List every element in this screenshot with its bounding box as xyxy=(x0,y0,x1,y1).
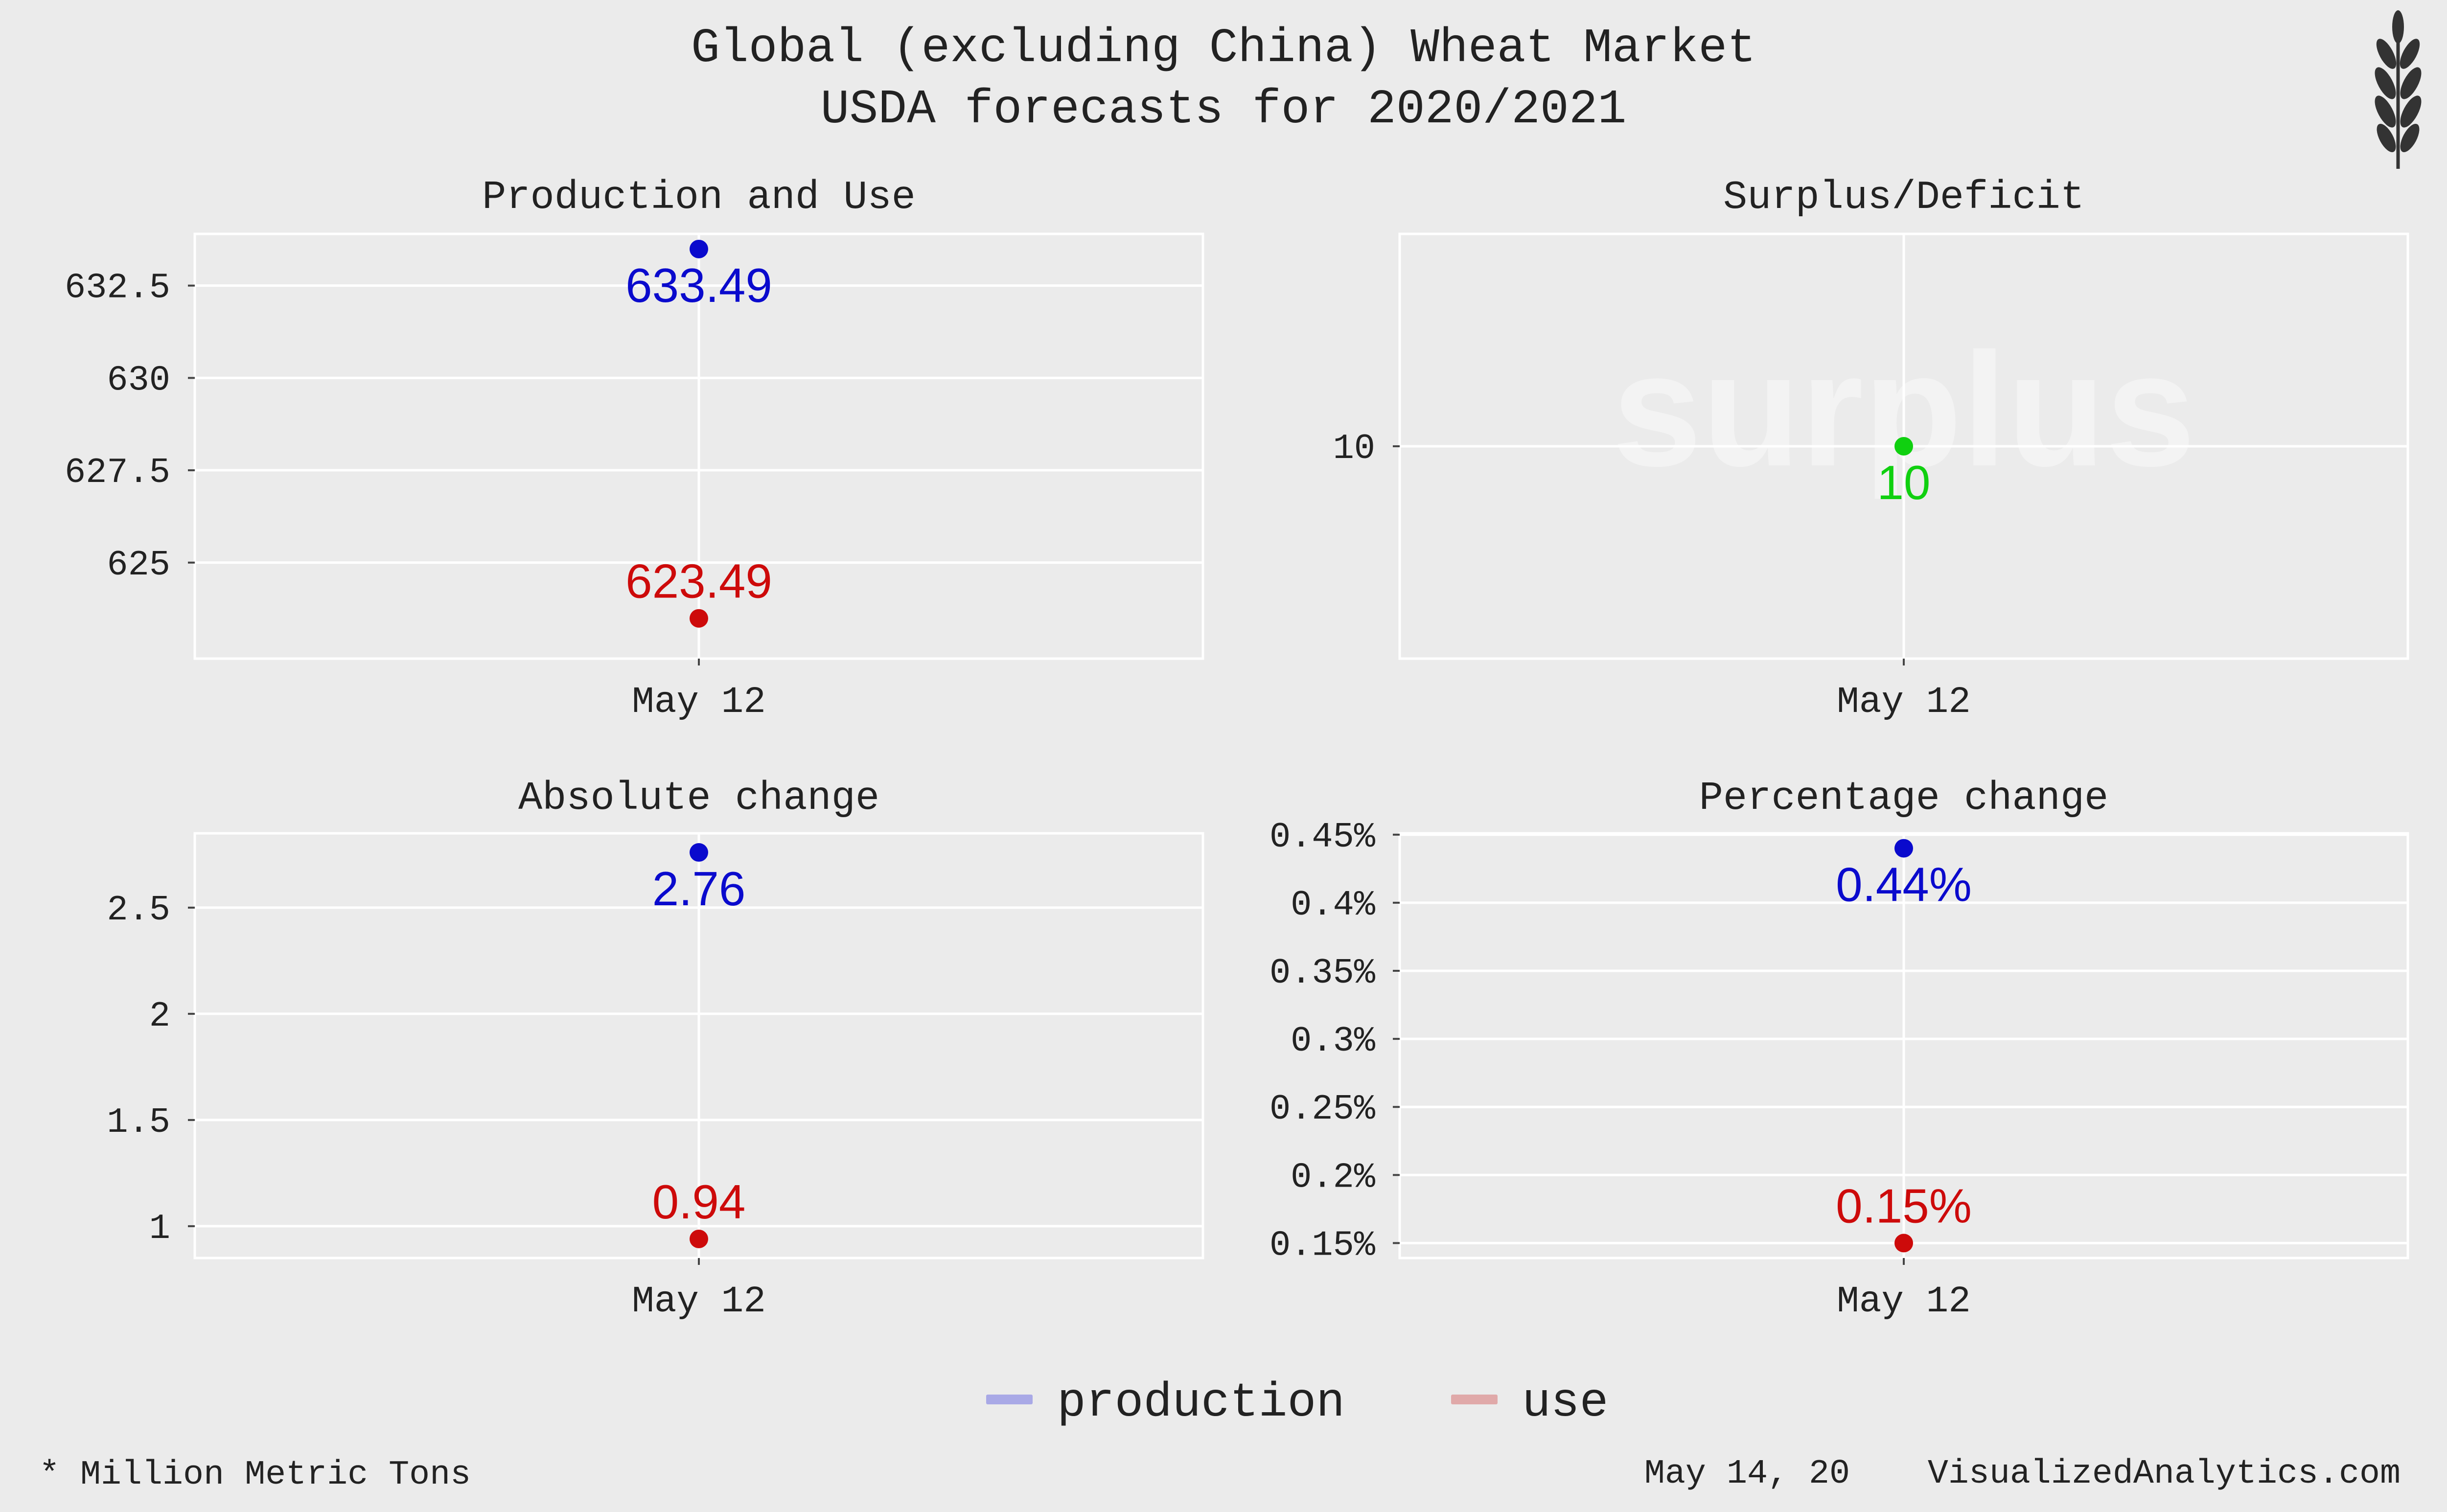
y-tick-label: 630 xyxy=(107,360,170,400)
y-tick-label: 0.4% xyxy=(1291,885,1376,925)
x-tick-label: May 12 xyxy=(632,1281,766,1323)
y-tick-label: 10 xyxy=(1333,429,1375,469)
panel-4: 0.15% 0.2% 0.25% 0.3% 0.35% 0.4% 0.45% Percenta… xyxy=(1270,776,2409,1323)
data-label-surplus: 10 xyxy=(1877,456,1930,509)
panels: 625 627.5 630 632.5 Production and Use May 12… xyxy=(65,175,2409,1323)
x-tick-label: May 12 xyxy=(1837,681,1971,723)
data-point-production xyxy=(690,239,708,258)
y-tick-label: 0.3% xyxy=(1291,1021,1376,1061)
y-tick-label: 1 xyxy=(149,1209,170,1249)
footnote-site: VisualizedAnalytics.com xyxy=(1928,1455,2401,1493)
x-tick-label: May 12 xyxy=(1837,1281,1971,1323)
panel-title: Absolute change xyxy=(518,776,879,821)
y-tick-label: 627.5 xyxy=(65,453,170,493)
footnote-units: * Million Metric Tons xyxy=(39,1456,471,1494)
x-tick-label: May 12 xyxy=(632,681,766,723)
data-label-use: 0.15% xyxy=(1836,1179,1972,1233)
data-point-use xyxy=(690,609,708,628)
data-point-use xyxy=(1894,1234,1913,1253)
y-tick-label: 0.15% xyxy=(1270,1225,1376,1265)
footnote-date: May 14, 20 xyxy=(1644,1455,1850,1493)
data-point-production xyxy=(690,843,708,862)
chart-subtitle: USDA forecasts for 2020/2021 xyxy=(821,83,1627,137)
data-point-use xyxy=(690,1229,708,1248)
legend-swatch-production xyxy=(986,1395,1033,1404)
data-point-surplus xyxy=(1894,437,1913,456)
y-tick-label: 2 xyxy=(149,996,170,1036)
y-tick-label: 625 xyxy=(107,545,170,585)
y-tick-label: 2.5 xyxy=(107,890,170,930)
y-tick-label: 0.35% xyxy=(1270,953,1376,993)
y-tick-label: 0.25% xyxy=(1270,1089,1376,1129)
wheat-icon xyxy=(2375,10,2422,169)
data-label-production: 0.44% xyxy=(1836,858,1972,912)
data-label-production: 633.49 xyxy=(625,258,772,312)
panel-title: Surplus/Deficit xyxy=(1723,175,2084,220)
legend-swatch-use xyxy=(1451,1395,1498,1404)
panel-title: Percentage change xyxy=(1699,776,2109,821)
legend-label-production: production xyxy=(1057,1376,1345,1430)
y-tick-label: 632.5 xyxy=(65,268,170,308)
panel-3: 1 1.5 2 2.5 Absolute change May 12 2.76 0.94 xyxy=(107,776,1204,1323)
data-label-use: 0.94 xyxy=(652,1175,746,1229)
panel-1: 625 627.5 630 632.5 Production and Use May 12… xyxy=(65,175,1204,723)
chart-title: Global (excluding China) Wheat Market xyxy=(691,22,1756,76)
y-tick-label: 1.5 xyxy=(107,1102,170,1143)
data-label-use: 623.49 xyxy=(625,554,772,608)
data-point-production xyxy=(1894,839,1913,858)
data-label-production: 2.76 xyxy=(652,862,746,916)
y-tick-label: 0.2% xyxy=(1291,1157,1376,1197)
legend-label-use: use xyxy=(1522,1376,1608,1430)
legend: production use xyxy=(986,1376,1608,1430)
y-tick-label: 0.45% xyxy=(1270,817,1376,857)
panel-title: Production and Use xyxy=(482,175,916,220)
